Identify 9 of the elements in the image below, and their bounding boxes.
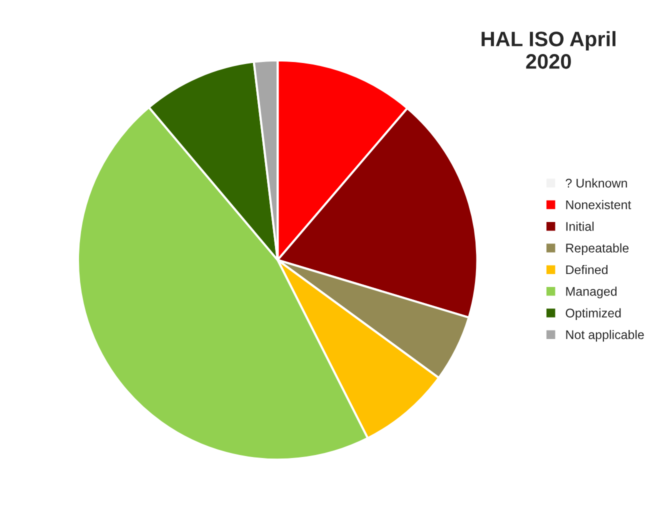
chart-title: HAL ISO April 2020: [482, 31, 616, 69]
legend-label: Not applicable: [566, 330, 644, 342]
legend-label: Repeatable: [566, 243, 629, 255]
legend-label: ? Unknown: [566, 178, 627, 188]
legend-label: Nonexistent: [566, 200, 632, 210]
legend-label: Managed: [566, 286, 617, 298]
legend-label: Defined: [566, 265, 608, 274]
legend-label: Initial: [566, 222, 594, 231]
legend-label: Optimized: [566, 308, 621, 320]
